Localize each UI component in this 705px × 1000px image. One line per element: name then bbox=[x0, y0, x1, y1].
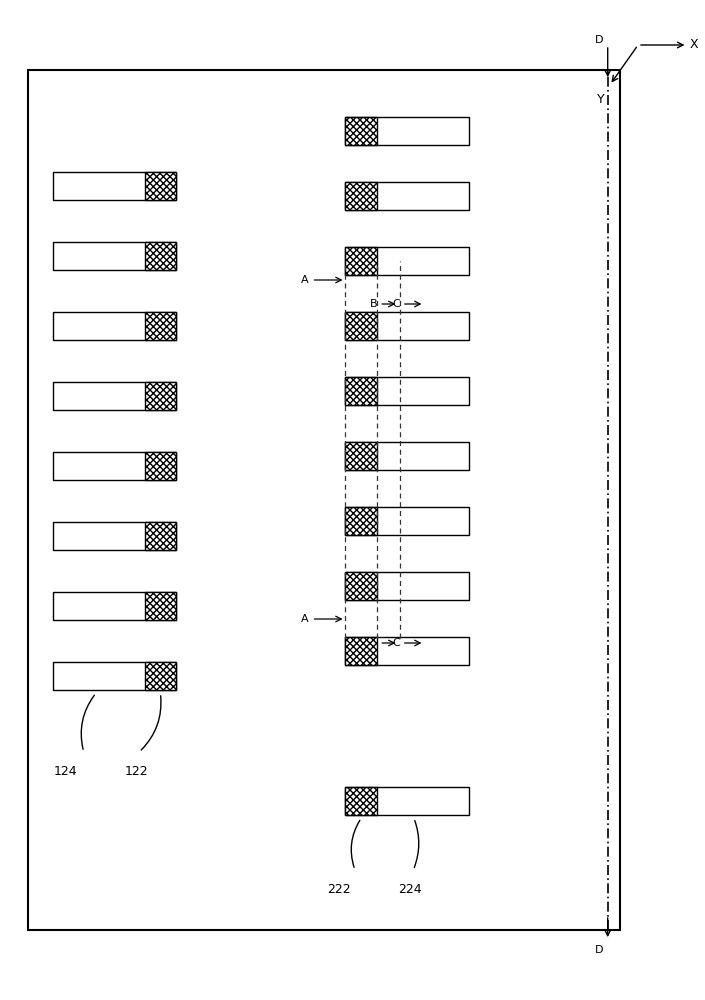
Bar bbox=[345, 117, 469, 145]
Bar bbox=[28, 70, 620, 930]
Bar bbox=[345, 637, 377, 665]
Bar bbox=[345, 182, 377, 210]
Text: C: C bbox=[393, 638, 400, 648]
Text: A: A bbox=[301, 275, 309, 285]
Bar bbox=[345, 247, 377, 275]
Bar bbox=[345, 442, 469, 470]
Text: B: B bbox=[370, 299, 378, 309]
Bar bbox=[145, 592, 176, 620]
Bar bbox=[345, 442, 377, 470]
Bar bbox=[345, 787, 377, 815]
Bar bbox=[53, 592, 176, 620]
Bar bbox=[345, 247, 469, 275]
Bar bbox=[345, 377, 377, 405]
Text: 122: 122 bbox=[125, 765, 149, 778]
Bar bbox=[345, 507, 469, 535]
Bar bbox=[345, 312, 469, 340]
Text: D: D bbox=[595, 945, 603, 955]
Text: 124: 124 bbox=[54, 765, 77, 778]
Bar bbox=[145, 382, 176, 410]
Bar bbox=[145, 312, 176, 340]
Bar bbox=[53, 312, 176, 340]
Bar bbox=[145, 522, 176, 550]
Text: B: B bbox=[370, 638, 378, 648]
Text: A: A bbox=[301, 614, 309, 624]
Text: 224: 224 bbox=[398, 883, 422, 896]
Text: Y: Y bbox=[596, 93, 604, 106]
Bar bbox=[345, 637, 469, 665]
Bar bbox=[53, 382, 176, 410]
Bar bbox=[145, 172, 176, 200]
Bar bbox=[145, 242, 176, 270]
Bar bbox=[53, 242, 176, 270]
Bar bbox=[345, 377, 469, 405]
Bar bbox=[345, 572, 377, 600]
Text: C: C bbox=[393, 299, 400, 309]
Bar bbox=[345, 507, 377, 535]
Bar bbox=[345, 787, 469, 815]
Bar bbox=[345, 312, 377, 340]
Text: D: D bbox=[595, 35, 603, 45]
Text: 222: 222 bbox=[327, 883, 351, 896]
Bar bbox=[145, 452, 176, 480]
Bar bbox=[345, 572, 469, 600]
Bar bbox=[53, 452, 176, 480]
Bar bbox=[345, 117, 377, 145]
Bar bbox=[345, 182, 469, 210]
Text: X: X bbox=[689, 38, 698, 51]
Bar bbox=[53, 662, 176, 690]
Bar bbox=[53, 522, 176, 550]
Bar bbox=[53, 172, 176, 200]
Bar bbox=[145, 662, 176, 690]
